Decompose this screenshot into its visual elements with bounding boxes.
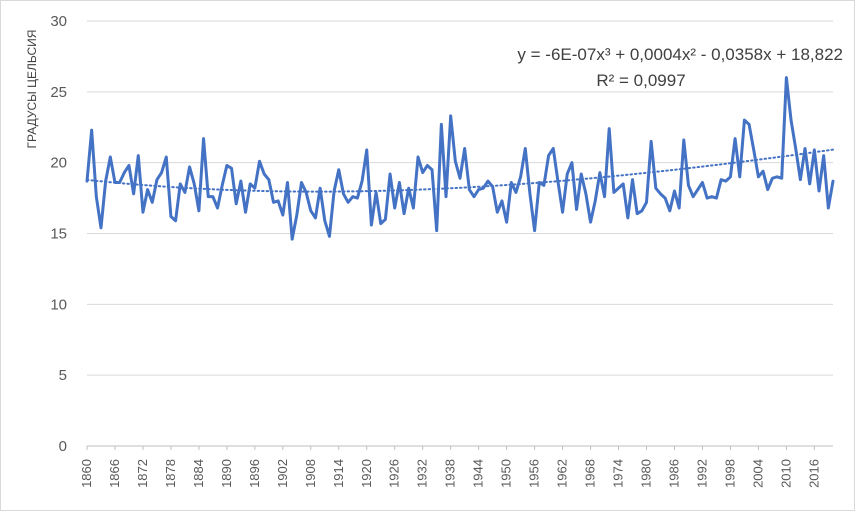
gridlines [86, 20, 833, 450]
x-tick-label-1962: 1962 [555, 459, 570, 488]
x-tick-label-1950: 1950 [499, 459, 514, 488]
x-tick-label-1872: 1872 [135, 459, 150, 488]
trendline-r-squared: R² = 0,0997 [596, 71, 685, 90]
x-tick-label-1944: 1944 [471, 459, 486, 488]
x-tick-label-1956: 1956 [527, 459, 542, 488]
x-tick-label-1902: 1902 [275, 459, 290, 488]
x-tick-label-1980: 1980 [639, 459, 654, 488]
trendline-layer [86, 148, 834, 193]
x-tick-label-1860: 1860 [79, 459, 94, 488]
x-tick-label-1890: 1890 [219, 459, 234, 488]
x-tick-label-1938: 1938 [443, 459, 458, 488]
series-line-0 [85, 76, 835, 241]
y-tick-label-20: 20 [50, 155, 67, 172]
x-tick-label-1878: 1878 [163, 459, 178, 488]
x-tick-label-1986: 1986 [666, 459, 681, 488]
y-axis-label: ГРАДУСЫ ЦЕЛЬСИЯ [25, 30, 39, 149]
y-tick-label-30: 30 [50, 13, 67, 30]
x-tick-label-1932: 1932 [415, 459, 430, 488]
x-tick-label-1998: 1998 [722, 459, 737, 488]
x-tick-label-1974: 1974 [611, 459, 626, 488]
x-tick-label-1884: 1884 [191, 459, 206, 488]
x-tick-label-1908: 1908 [303, 459, 318, 488]
x-tick-label-1914: 1914 [331, 459, 346, 488]
y-tick-label-10: 10 [50, 296, 67, 313]
x-tick-label-1968: 1968 [583, 459, 598, 488]
x-tick-label-1866: 1866 [107, 459, 122, 488]
x-tick-label-1920: 1920 [359, 459, 374, 488]
series-layer [85, 76, 835, 241]
y-tick-label-5: 5 [59, 367, 67, 384]
y-axis-tick-labels: 0 5 10 15 20 25 30 [50, 13, 67, 455]
x-tick-label-2010: 2010 [778, 459, 793, 488]
x-tick-label-1896: 1896 [247, 459, 262, 488]
trendline-equation: y = -6E-07x³ + 0,0004x² - 0,0358x + 18,8… [517, 45, 843, 64]
x-tick-label-2004: 2004 [750, 459, 765, 488]
y-tick-label-15: 15 [50, 226, 67, 243]
y-tick-label-25: 25 [50, 84, 67, 101]
x-tick-label-1992: 1992 [694, 459, 709, 488]
x-tick-label-1926: 1926 [387, 459, 402, 488]
y-tick-label-0: 0 [59, 438, 67, 455]
x-axis-tick-labels: 1860 1866 1872 1878 1884 1890 1896 1902 1908 1914… [79, 459, 821, 488]
trendline [86, 148, 834, 193]
x-tick-label-2016: 2016 [806, 459, 821, 488]
